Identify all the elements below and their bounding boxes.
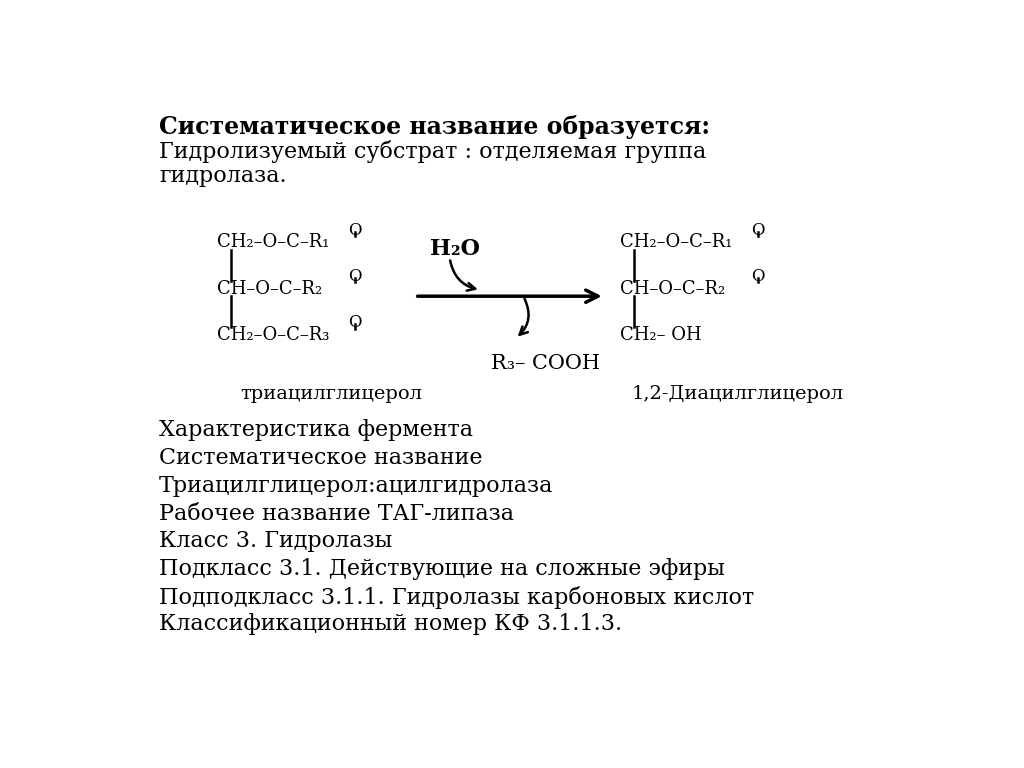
Text: CH₂– OH: CH₂– OH bbox=[621, 326, 701, 344]
Text: Систематическое название: Систематическое название bbox=[159, 447, 482, 469]
Text: CH₂–O–C–R₃: CH₂–O–C–R₃ bbox=[217, 326, 330, 344]
Text: гидролаза.: гидролаза. bbox=[159, 164, 287, 187]
Text: H₂O: H₂O bbox=[430, 238, 480, 260]
Text: CH₂–O–C–R₁: CH₂–O–C–R₁ bbox=[217, 233, 330, 251]
Text: CH₂–O–C–R₁: CH₂–O–C–R₁ bbox=[621, 233, 732, 251]
Text: O: O bbox=[348, 268, 361, 285]
Text: Рабочее название ТАГ-липаза: Рабочее название ТАГ-липаза bbox=[159, 502, 514, 525]
FancyArrowPatch shape bbox=[519, 299, 528, 335]
Text: O: O bbox=[348, 314, 361, 331]
Text: CH–O–C–R₂: CH–O–C–R₂ bbox=[621, 280, 725, 297]
Text: Подподкласс 3.1.1. Гидролазы карбоновых кислот: Подподкласс 3.1.1. Гидролазы карбоновых … bbox=[159, 586, 755, 609]
Text: O: O bbox=[752, 221, 765, 239]
Text: Триацилглицерол:ацилгидролаза: Триацилглицерол:ацилгидролаза bbox=[159, 475, 553, 497]
FancyArrowPatch shape bbox=[451, 260, 475, 290]
Text: Классификационный номер КФ 3.1.1.3.: Классификационный номер КФ 3.1.1.3. bbox=[159, 614, 623, 635]
Text: CH–O–C–R₂: CH–O–C–R₂ bbox=[217, 280, 323, 297]
Text: Подкласс 3.1. Действующие на сложные эфиры: Подкласс 3.1. Действующие на сложные эфи… bbox=[159, 558, 725, 580]
Text: 1,2-Диацилглицерол: 1,2-Диацилглицерол bbox=[632, 385, 844, 402]
Text: R₃– COOH: R₃– COOH bbox=[490, 354, 600, 373]
Text: Систематическое название образуется:: Систематическое название образуется: bbox=[159, 115, 710, 139]
Text: O: O bbox=[348, 221, 361, 239]
Text: Гидролизуемый субстрат : отделяемая группа: Гидролизуемый субстрат : отделяемая груп… bbox=[159, 140, 707, 163]
Text: триацилглицерол: триацилглицерол bbox=[241, 385, 422, 402]
Text: Класс 3. Гидролазы: Класс 3. Гидролазы bbox=[159, 530, 392, 552]
Text: O: O bbox=[752, 268, 765, 285]
Text: Характеристика фермента: Характеристика фермента bbox=[159, 419, 473, 442]
